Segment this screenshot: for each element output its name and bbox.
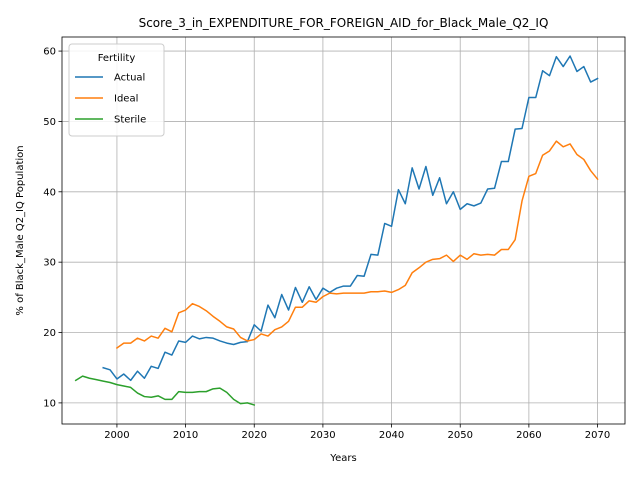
- y-tick-label: 20: [43, 328, 56, 339]
- series-line-sterile: [74, 375, 256, 406]
- y-tick-label: 40: [43, 187, 56, 198]
- series-line-ideal: [115, 140, 599, 350]
- legend-title: Fertility: [98, 53, 136, 64]
- legend-label-sterile: Sterile: [114, 115, 146, 126]
- y-axis-label: % of Black_Male Q2_IQ Population: [15, 145, 26, 315]
- x-tick-label: 2060: [516, 430, 541, 441]
- x-tick-label: 2000: [104, 430, 129, 441]
- x-tick-label: 2050: [447, 430, 472, 441]
- legend: Fertility Actual Ideal Sterile: [68, 43, 165, 137]
- y-tick-label: 30: [43, 258, 56, 269]
- x-tick-label: 2070: [585, 430, 610, 441]
- legend-items: Actual Ideal Sterile: [75, 73, 146, 126]
- legend-label-ideal: Ideal: [114, 94, 138, 105]
- x-tick-label: 2020: [242, 430, 267, 441]
- x-axis-ticks: 2000 2010 2020 2030 2040 2050 2060 2070: [104, 424, 610, 441]
- y-tick-label: 50: [43, 117, 56, 128]
- grid: [62, 37, 625, 424]
- series-lines: [74, 55, 599, 406]
- y-axis-ticks: 10 20 30 40 50 60: [43, 47, 62, 409]
- legend-box: [68, 43, 165, 137]
- legend-label-actual: Actual: [114, 73, 145, 84]
- x-tick-label: 2010: [173, 430, 198, 441]
- x-tick-label: 2030: [310, 430, 335, 441]
- x-axis-label: Years: [329, 453, 356, 464]
- chart-title: Score_3_in_EXPENDITURE_FOR_FOREIGN_AID_f…: [139, 16, 549, 30]
- y-tick-label: 60: [43, 47, 56, 58]
- y-tick-label: 10: [43, 398, 56, 409]
- series-line-actual: [102, 55, 599, 382]
- x-tick-label: 2040: [379, 430, 404, 441]
- plot-frame: [61, 36, 626, 425]
